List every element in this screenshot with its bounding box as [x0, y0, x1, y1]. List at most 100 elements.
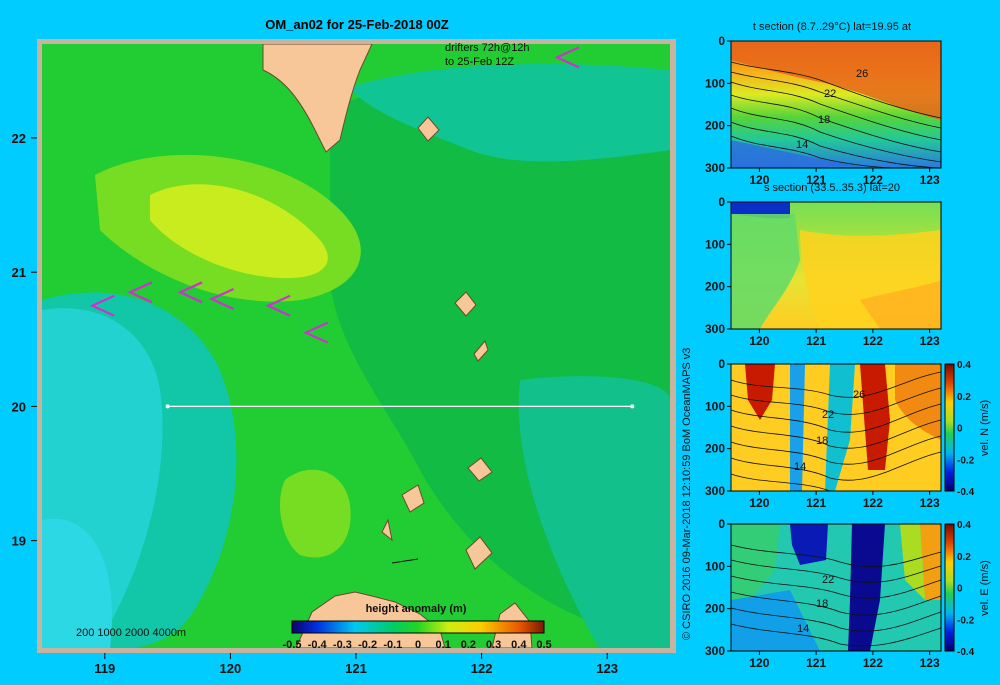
section-y-tick-label: 0: [718, 34, 725, 48]
credit-text: © CSIRO 2016 09-Mar-2018 12:10:59 BoM Oc…: [681, 348, 693, 640]
drifter-tracks: [89, 46, 580, 344]
section-y-tick-label: 100: [705, 399, 725, 413]
velocity-colorbar-tick-label: 0.2: [957, 392, 971, 403]
section-x-tick-label: 122: [863, 496, 883, 510]
s-section-title: s section (33.5..35.3) lat=20: [764, 182, 900, 194]
height-colorbar-tick-label: 0.3: [486, 639, 501, 651]
ve-colorbar-label: vel. E (m/s): [979, 560, 991, 616]
section-y-tick-label: 200: [705, 280, 725, 294]
drifter-marker: [265, 294, 291, 317]
section-x-tick-label: 123: [920, 173, 940, 187]
ve-section-panel: 22 18 14: [730, 523, 942, 652]
t-contour-label-14: 14: [796, 139, 808, 151]
velocity-colorbar-tick-label: 0.2: [957, 552, 971, 563]
height-colorbar-tick-label: 0: [415, 639, 421, 651]
ve-contours: [730, 544, 942, 647]
velocity-colorbar-tick-label: -0.4: [957, 487, 975, 498]
section-x-tick-label: 121: [806, 334, 826, 348]
drifter-marker: [554, 46, 580, 69]
vn-red-core: [860, 364, 890, 470]
section-x-tick-label: 121: [806, 656, 826, 670]
t-section-cold-bottom: [731, 140, 860, 168]
map-y-tick-label: 19: [12, 534, 26, 549]
land-taiwan: [262, 44, 373, 153]
section-x-tick-label: 121: [806, 496, 826, 510]
velocity-colorbar-tick-label: 0: [957, 584, 963, 595]
section-y-tick-label: 200: [705, 119, 725, 133]
section-x-tick-label: 121: [806, 173, 826, 187]
vn-section-panel: 26 22 18 14: [730, 363, 942, 492]
ve-contour-label-18: 18: [816, 598, 828, 610]
ve-blue-core: [848, 524, 885, 651]
s-section-panel: [730, 201, 942, 330]
velocity-colorbar-tick-label: 0: [957, 424, 963, 435]
vn-colorbar-label: vel. N (m/s): [979, 400, 991, 456]
land-island-2: [454, 291, 477, 317]
vn-contours: [730, 371, 942, 492]
reef-line: [391, 558, 419, 564]
t-contour-label-26: 26: [856, 68, 868, 80]
height-colorbar-tick-label: -0.4: [308, 639, 328, 651]
t-section-title: t section (8.7..29°C) lat=19.95 at: [753, 21, 911, 33]
section-y-tick-label: 100: [705, 559, 725, 573]
land-island-4: [467, 457, 493, 482]
velocity-colorbar-tick-label: -0.2: [957, 455, 975, 466]
velocity-colorbar-tick-label: 0.4: [957, 520, 971, 531]
s-section-axes: 120 121 122 123 0 100 200 300: [705, 195, 940, 348]
field-blob-light-s: [280, 469, 351, 558]
ve-section-axes: 120 121 122 123 0 100 200 300: [705, 517, 940, 670]
s-section-orange-deep: [860, 280, 941, 329]
section-y-tick-label: 300: [705, 484, 725, 498]
land-island-3: [473, 339, 489, 362]
map-x-axis: 119 120 121 122 123: [94, 653, 618, 676]
t-section-warm-top: [731, 41, 941, 120]
vn-colorbar: [944, 363, 955, 492]
map-x-tick-label: 121: [345, 661, 367, 676]
map-x-tick-label: 123: [596, 661, 618, 676]
section-y-tick-label: 100: [705, 237, 725, 251]
vn-contour-label-18: 18: [816, 435, 828, 447]
vn-section-axes: 120 121 122 123 0 100 200 300: [705, 357, 940, 510]
vn-red-west: [745, 364, 775, 420]
land-luzon: [295, 591, 446, 648]
map-field: [42, 44, 670, 648]
section-x-tick-label: 120: [749, 334, 769, 348]
section-y-tick-label: 300: [705, 644, 725, 658]
vn-colorbar-ticks: 0.4 0.2 0 -0.2 -0.4: [957, 360, 975, 498]
height-colorbar: [291, 620, 545, 634]
section-y-tick-label: 0: [718, 517, 725, 531]
field-blob-teal-e: [518, 376, 670, 648]
section-start-marker: [165, 404, 170, 409]
height-colorbar-tick-label: -0.1: [383, 639, 402, 651]
section-y-tick-label: 300: [705, 161, 725, 175]
drifter-marker: [89, 294, 115, 317]
map-title: OM_an02 for 25-Feb-2018 00Z: [265, 17, 449, 32]
section-x-tick-label: 123: [920, 334, 940, 348]
t-contour-label-22: 22: [824, 88, 836, 100]
vn-contour-label-14: 14: [794, 461, 806, 473]
height-colorbar-tick-label: -0.2: [358, 639, 377, 651]
map-x-tick-label: 119: [94, 661, 115, 676]
height-colorbar-tick-label: 0.2: [461, 639, 476, 651]
vn-contour-label-22: 22: [822, 409, 834, 421]
land-island-7: [381, 518, 393, 542]
section-y-tick-label: 200: [705, 602, 725, 616]
field-blob-teal-ne: [345, 57, 670, 162]
section-y-tick-label: 100: [705, 76, 725, 90]
depth-legend: 200 1000 2000 4000m: [76, 627, 186, 639]
t-contour-label-18: 18: [818, 114, 830, 126]
field-blob-yellow-nw: [150, 184, 328, 279]
velocity-colorbar-tick-label: 0.4: [957, 360, 971, 371]
section-x-tick-label: 120: [749, 496, 769, 510]
height-colorbar-tick-label: 0.1: [436, 639, 451, 651]
field-blob-cyan-s: [42, 518, 112, 648]
section-x-tick-label: 120: [749, 656, 769, 670]
t-section-contours: [730, 61, 942, 169]
section-x-tick-label: 122: [863, 173, 883, 187]
ve-colorbar: [944, 523, 955, 652]
drifter-marker: [177, 281, 203, 304]
t-section-axes: 120 121 122 123 0 100 200 300: [705, 34, 940, 187]
map-x-tick-label: 122: [471, 661, 493, 676]
drifter-annotation-line1: drifters 72h@12h: [445, 42, 530, 54]
